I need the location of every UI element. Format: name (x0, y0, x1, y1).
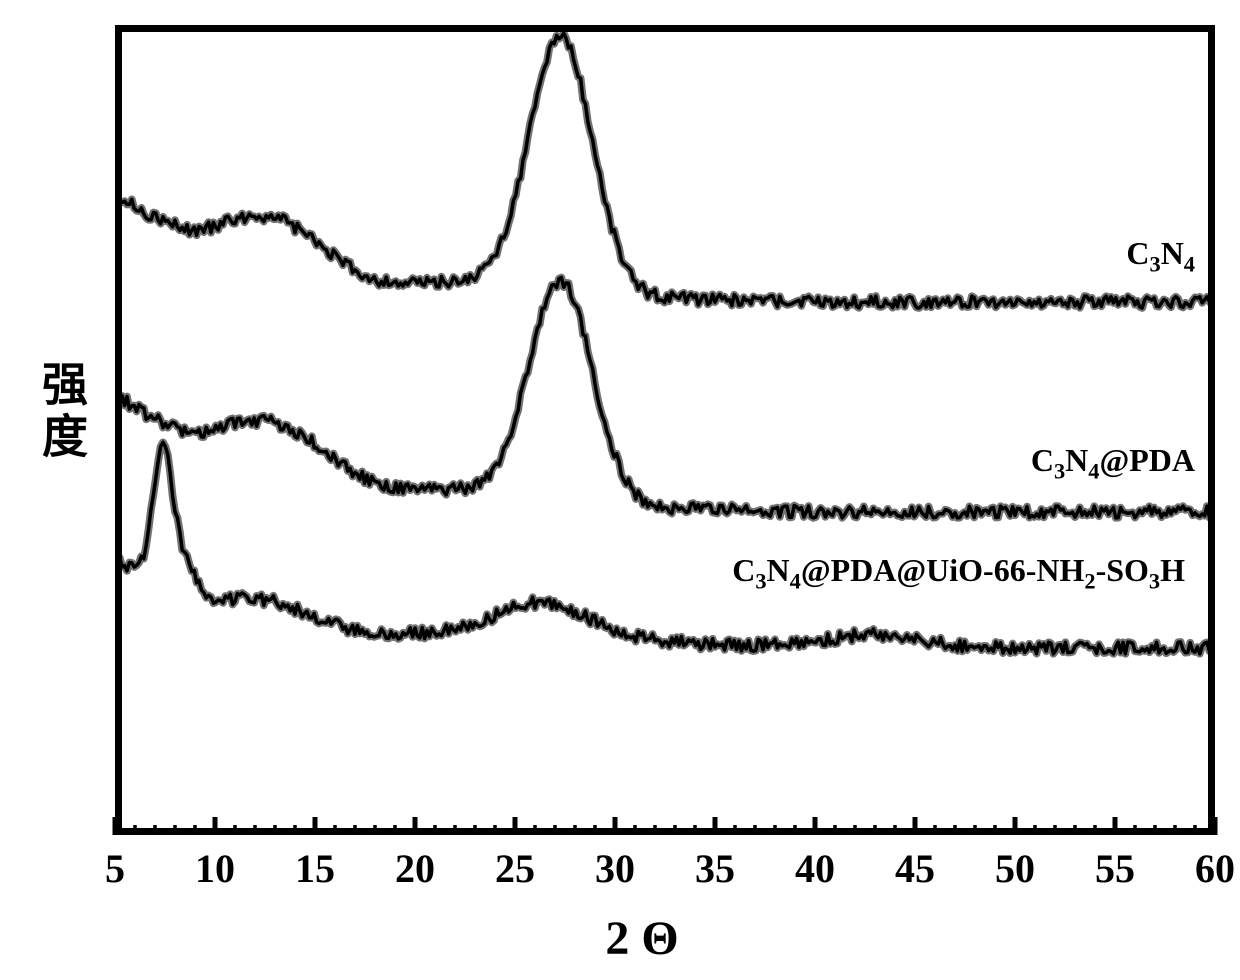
x-tick-label: 45 (895, 845, 935, 892)
x-tick-label: 35 (695, 845, 735, 892)
x-tick-label: 5 (105, 845, 125, 892)
series-label-c3n4-pda: C3N4@PDA (1031, 442, 1195, 484)
x-tick-label: 60 (1195, 845, 1235, 892)
series-label-c3n4-pda-uio: C3N4@PDA@UiO-66-NH2-SO3H (732, 552, 1185, 594)
x-tick-label: 25 (495, 845, 535, 892)
x-tick-label: 20 (395, 845, 435, 892)
series-c3n4 (115, 33, 1214, 308)
x-tick-label: 40 (795, 845, 835, 892)
x-tick-label: 30 (595, 845, 635, 892)
series-c3n4 (115, 33, 1214, 308)
series-label-c3n4: C3N4 (1126, 235, 1195, 277)
x-tick-label: 55 (1095, 845, 1135, 892)
plot-svg (0, 0, 1240, 980)
x-tick-label: 50 (995, 845, 1035, 892)
x-tick-label: 10 (195, 845, 235, 892)
x-tick-label: 15 (295, 845, 335, 892)
chart-container: 强度 2 Θ 51015202530354045505560 C3N4C3N4@… (0, 0, 1240, 980)
